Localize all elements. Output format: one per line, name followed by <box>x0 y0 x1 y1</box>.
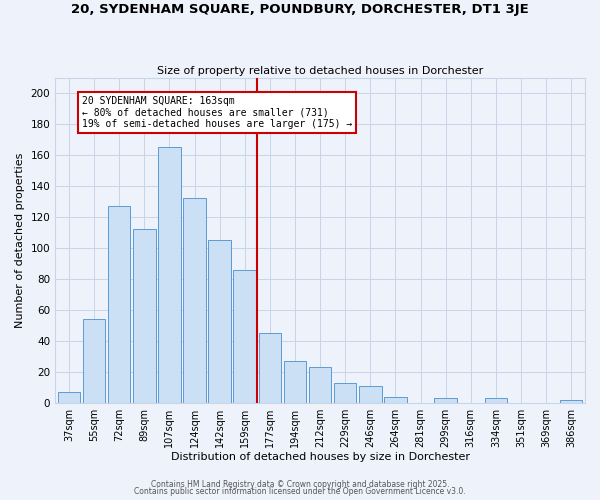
Bar <box>108 206 130 402</box>
Text: Contains public sector information licensed under the Open Government Licence v3: Contains public sector information licen… <box>134 487 466 496</box>
Bar <box>485 398 507 402</box>
Bar <box>259 333 281 402</box>
Bar <box>83 319 106 402</box>
Bar <box>158 148 181 402</box>
Text: Contains HM Land Registry data © Crown copyright and database right 2025.: Contains HM Land Registry data © Crown c… <box>151 480 449 489</box>
Bar <box>233 270 256 402</box>
Text: 20, SYDENHAM SQUARE, POUNDBURY, DORCHESTER, DT1 3JE: 20, SYDENHAM SQUARE, POUNDBURY, DORCHEST… <box>71 2 529 16</box>
X-axis label: Distribution of detached houses by size in Dorchester: Distribution of detached houses by size … <box>170 452 470 462</box>
Bar <box>58 392 80 402</box>
Bar <box>133 230 155 402</box>
Bar <box>284 361 306 403</box>
Bar <box>208 240 231 402</box>
Bar <box>434 398 457 402</box>
Bar <box>309 367 331 402</box>
Bar <box>359 386 382 402</box>
Text: 20 SYDENHAM SQUARE: 163sqm
← 80% of detached houses are smaller (731)
19% of sem: 20 SYDENHAM SQUARE: 163sqm ← 80% of deta… <box>82 96 352 130</box>
Bar <box>384 396 407 402</box>
Y-axis label: Number of detached properties: Number of detached properties <box>15 152 25 328</box>
Title: Size of property relative to detached houses in Dorchester: Size of property relative to detached ho… <box>157 66 483 76</box>
Bar <box>560 400 583 402</box>
Bar <box>334 382 356 402</box>
Bar <box>183 198 206 402</box>
